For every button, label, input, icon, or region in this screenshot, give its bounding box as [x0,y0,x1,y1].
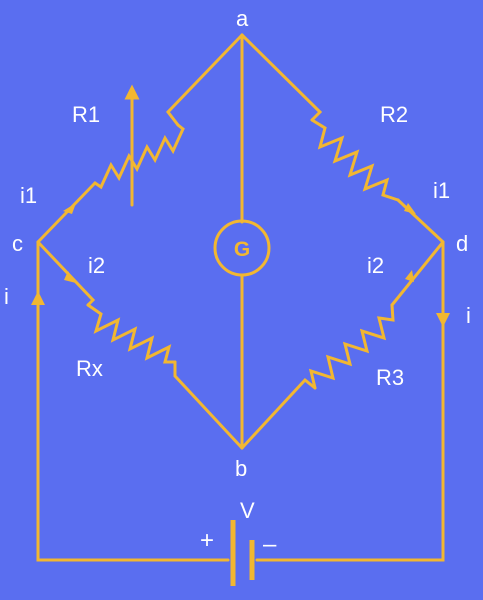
wire-c-to-rx [36,240,96,307]
current-label-i2-left: i2 [88,253,105,278]
current-label-i-right: i [466,303,471,328]
resistor-label-r3: R3 [376,365,404,390]
resistor-label-rx: Rx [76,356,103,381]
resistor-r2-zigzag [310,118,400,202]
arrow-i1-right [404,203,416,214]
wire-c-to-battery [36,240,230,562]
node-label-a: a [236,6,249,31]
node-label-d: d [456,231,468,256]
battery-minus-sign: – [263,531,277,558]
wire-r1-to-a [166,33,244,127]
arrow-i-left [31,291,45,305]
resistor-r1-zigzag [93,123,185,190]
node-label-c: c [12,231,23,256]
arrow-i1-left [63,203,76,214]
current-label-i1-left: i1 [20,183,37,208]
wire-b-to-r3 [240,377,317,450]
arrow-i2-left [64,271,76,283]
wire-a-to-r2 [240,33,323,122]
arrow-i-right [436,313,450,327]
arrow-i2-right [405,270,414,282]
wire-rx-to-b [173,360,244,450]
wire-r2-to-d [396,198,445,244]
current-label-i-left: i [4,284,9,309]
battery-label-v: V [240,498,255,523]
resistor-label-r2: R2 [380,102,408,127]
wire-c-to-r1 [36,181,97,244]
wire-d-to-battery [255,240,445,562]
galvanometer-label: G [234,238,250,261]
wire-r3-to-d [390,240,445,307]
resistor-label-r1: R1 [72,102,100,127]
node-label-b: b [235,456,247,481]
current-label-i1-right: i1 [433,178,450,203]
resistor-rx-zigzag [86,303,177,364]
battery-plus-sign: + [200,527,214,554]
current-label-i2-right: i2 [367,253,384,278]
resistor-r3-zigzag [308,303,395,390]
